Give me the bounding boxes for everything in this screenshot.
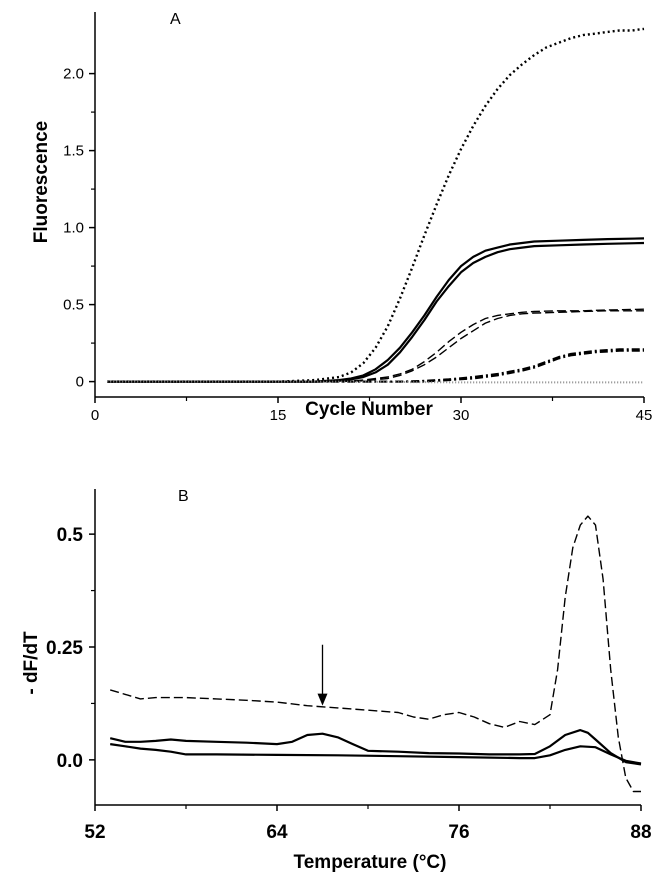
panel-b-label: B xyxy=(178,488,189,505)
x-tick-label: 64 xyxy=(266,822,288,843)
y-tick-label: 0.5 xyxy=(57,525,84,546)
x-tick-label: 88 xyxy=(630,822,651,843)
y-tick-label: 0 xyxy=(76,374,84,391)
x-tick-label: 30 xyxy=(453,407,470,424)
panel-b-series-line xyxy=(109,729,642,766)
x-tick-label: 76 xyxy=(448,822,469,843)
panel-b-series-line xyxy=(110,515,641,793)
annotation-arrow-head xyxy=(317,693,328,706)
x-tick-label: 0 xyxy=(91,407,99,424)
x-tick-label: 15 xyxy=(270,407,287,424)
panel-a-series-line xyxy=(107,237,645,383)
panel-a-y-axis-title: Fluorescence xyxy=(31,121,52,244)
panel-a-series-line xyxy=(107,310,644,383)
x-tick-label: 52 xyxy=(84,822,105,843)
y-tick-label: 2.0 xyxy=(63,66,84,83)
panel-b-y-axis-title: - dF/dT xyxy=(21,631,42,695)
y-tick-label: 0.25 xyxy=(46,638,83,659)
panel-a-series-line xyxy=(107,27,645,383)
panel-a-series-line xyxy=(107,348,644,383)
panel-b-melt-curve-chart: B Temperature (°C) - dF/dT 52 64 76 88 0.0 0.… xyxy=(21,488,652,873)
y-tick-label: 1.5 xyxy=(63,143,84,160)
y-tick-label: 0.5 xyxy=(63,297,84,314)
y-tick-label: 1.0 xyxy=(63,220,84,237)
x-tick-label: 45 xyxy=(636,407,653,424)
panel-a-series-line xyxy=(107,308,645,383)
y-tick-label: 0.0 xyxy=(57,751,83,772)
panel-a-x-axis-title: Cycle Number xyxy=(305,399,433,420)
panel-b-x-axis-title: Temperature (°C) xyxy=(294,852,447,873)
panel-a-series-line xyxy=(107,241,645,383)
panel-b-series-line xyxy=(110,743,642,765)
panel-a-label: A xyxy=(170,11,181,28)
panel-a-fluorescence-chart: A Cycle Number Fluorescence 0 15 30 45 0 0.5 1… xyxy=(31,11,652,424)
